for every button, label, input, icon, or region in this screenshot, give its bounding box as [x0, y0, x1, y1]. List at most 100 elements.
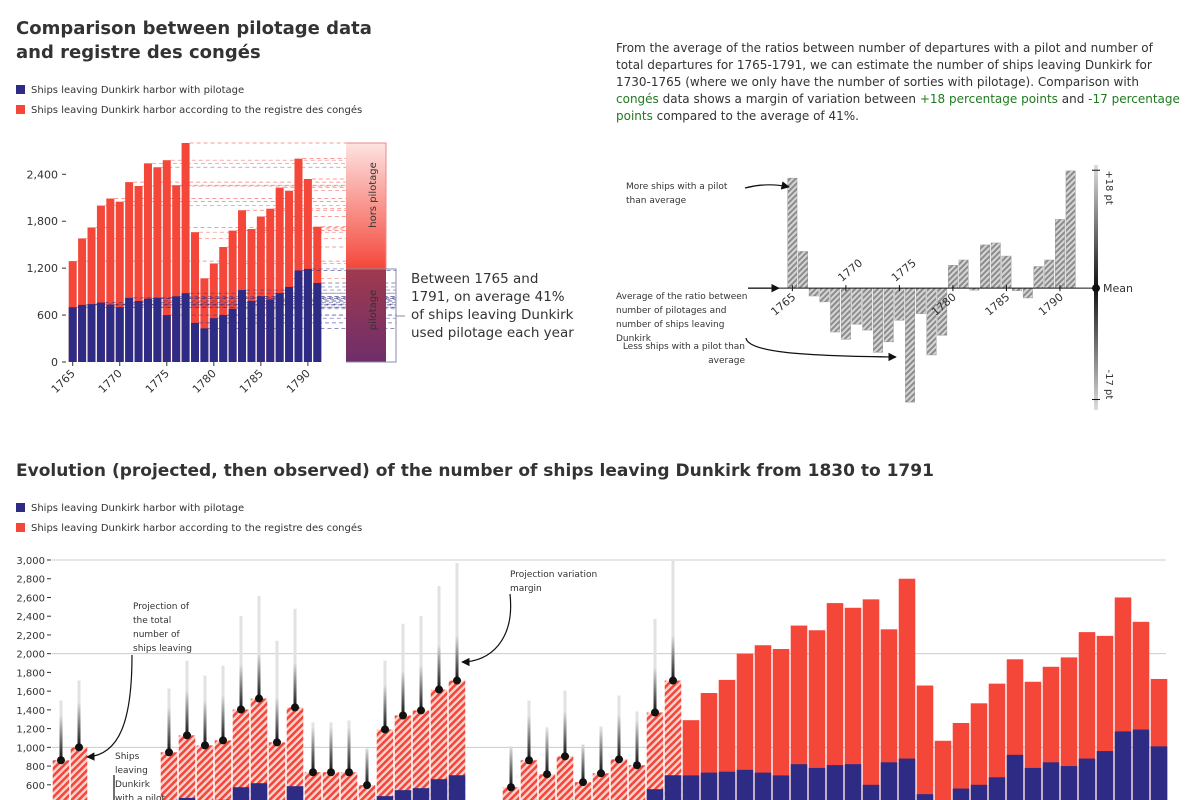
annotation: used pilotage each year [411, 325, 574, 341]
bar [905, 287, 916, 403]
hors-box [346, 143, 386, 269]
bar [502, 787, 520, 800]
projection-dot [75, 743, 83, 752]
y-tick-label: 1,800 [16, 668, 45, 679]
bar [87, 227, 96, 362]
bar [664, 680, 682, 800]
y-tick-label: 600 [26, 781, 45, 792]
bar [754, 645, 772, 800]
legend-swatch [16, 105, 25, 114]
projection-dot [165, 748, 173, 757]
bar [862, 287, 873, 331]
bar [844, 764, 862, 800]
bar [247, 300, 256, 362]
margin-core [419, 665, 423, 711]
bar [958, 259, 969, 289]
annotation: Average of the ratio between [616, 292, 748, 302]
bar [232, 787, 250, 800]
annotation: of ships leaving Dunkirk [411, 307, 574, 323]
bar [980, 244, 990, 289]
bar [1078, 632, 1096, 800]
projection-dot [615, 755, 623, 764]
bar [115, 307, 124, 362]
bar [772, 775, 790, 800]
bar [394, 790, 412, 800]
bar [200, 278, 209, 362]
y-tick-label: 2,600 [16, 593, 45, 604]
y-tick-label: -17 pt [1103, 370, 1114, 400]
bar [200, 328, 209, 362]
margin-core [329, 727, 333, 773]
bar [952, 722, 970, 800]
legend-label: Ships leaving Dunkirk harbor according t… [31, 522, 362, 534]
bar [294, 158, 303, 362]
bar [178, 735, 196, 800]
y-tick-label: 2,400 [27, 168, 59, 181]
margin-core [545, 729, 549, 775]
bar [143, 163, 152, 362]
bar [181, 293, 190, 362]
bar [322, 772, 340, 800]
x-tick-label: 1770 [835, 256, 865, 284]
bar [376, 729, 394, 800]
margin-core [671, 635, 675, 681]
annotation: ships leaving [133, 644, 192, 654]
projection-dot [399, 711, 407, 720]
margin-core [167, 707, 171, 753]
x-tick-label: 1770 [96, 367, 125, 396]
bar [916, 794, 934, 800]
bar [412, 710, 430, 800]
bar [294, 270, 303, 362]
margin-core [77, 702, 81, 748]
bar [162, 315, 171, 362]
bar [646, 712, 664, 800]
annotation: More ships with a pilot [626, 182, 728, 192]
description-part: compared to the average of 41%. [652, 109, 859, 123]
projection-dot [327, 768, 335, 777]
annotation: the total [133, 616, 171, 626]
bar [880, 762, 898, 800]
bar [1001, 255, 1012, 289]
bar [303, 268, 312, 362]
y-tick-label: 1,800 [27, 215, 59, 228]
annotation: margin [510, 584, 542, 594]
bar [952, 788, 970, 800]
bar [266, 299, 275, 362]
projection-dot [543, 770, 551, 779]
bar [1042, 762, 1060, 800]
bar [52, 760, 70, 800]
bar [947, 265, 958, 289]
legend-label: Ships leaving Dunkirk harbor with pilota… [31, 85, 244, 96]
x-tick-label: 1765 [49, 367, 78, 396]
bar [862, 599, 880, 800]
y-tick-label: 1,000 [16, 743, 45, 754]
description: From the average of the ratios between n… [616, 40, 1182, 125]
annotation: Dunkirk [616, 334, 652, 344]
y-tick-label: Mean [1103, 282, 1133, 295]
bar [191, 232, 199, 362]
bar [68, 307, 77, 362]
description-part: -17 percentage points [616, 92, 1180, 123]
bar [1065, 170, 1076, 289]
margin-core [293, 662, 297, 708]
margin-core [563, 711, 567, 757]
y-tick-label: 1,600 [16, 687, 45, 698]
projection-dot [219, 736, 227, 745]
bar [219, 315, 228, 362]
bar [125, 297, 134, 362]
bar [990, 242, 1001, 289]
bar [247, 229, 256, 362]
x-tick-label: 1790 [1036, 290, 1066, 318]
bar [96, 302, 105, 362]
annotation: average [708, 356, 745, 366]
bar [115, 201, 124, 362]
bar [894, 287, 905, 321]
bar [250, 783, 268, 800]
bar [196, 745, 214, 800]
bar [266, 208, 275, 362]
bar [162, 160, 171, 362]
bar [1024, 767, 1042, 800]
bar [376, 796, 394, 800]
arrow [86, 654, 133, 761]
